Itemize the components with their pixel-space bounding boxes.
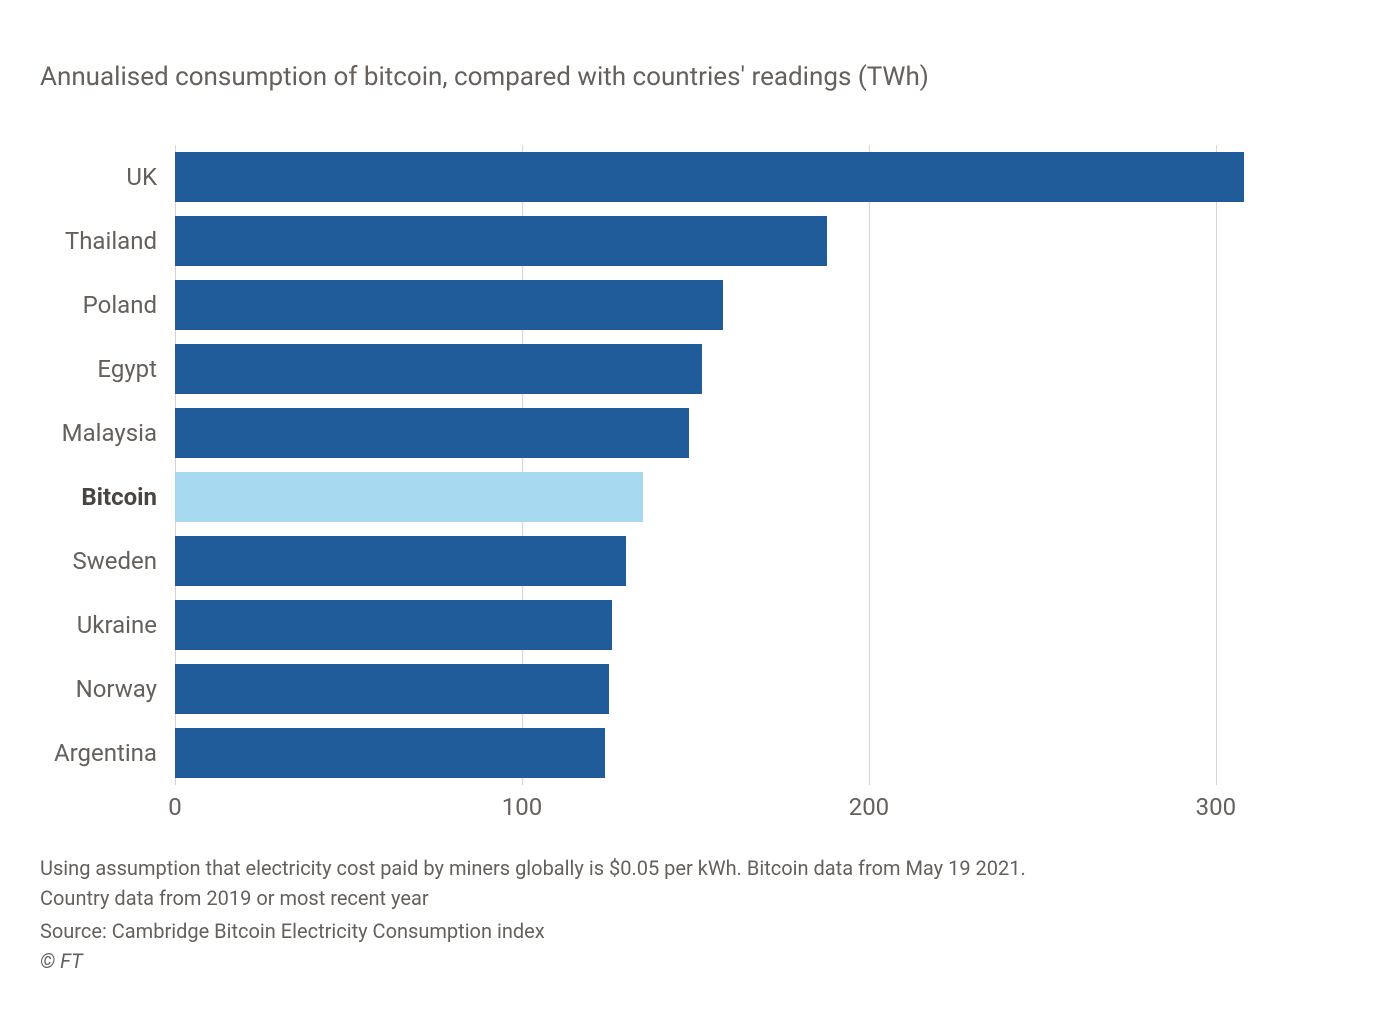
category-label: Argentina bbox=[54, 739, 157, 767]
category-label: Sweden bbox=[72, 547, 157, 575]
bar-row: Poland bbox=[175, 280, 1320, 330]
bar-row: Egypt bbox=[175, 344, 1320, 394]
category-label: UK bbox=[126, 163, 157, 191]
category-label: Bitcoin bbox=[81, 483, 157, 511]
category-label: Egypt bbox=[97, 355, 157, 383]
bar-row: UK bbox=[175, 152, 1320, 202]
bar-row: Sweden bbox=[175, 536, 1320, 586]
x-tick-label: 300 bbox=[1196, 793, 1236, 821]
bar bbox=[175, 280, 723, 330]
chart-source: Source: Cambridge Bitcoin Electricity Co… bbox=[40, 919, 1360, 943]
bar bbox=[175, 216, 827, 266]
bar bbox=[175, 536, 626, 586]
chart-plot-area: UK Thailand Poland Egypt Malaysia Bitcoin Swed… bbox=[175, 145, 1320, 785]
x-tick-label: 0 bbox=[168, 793, 182, 821]
category-label: Norway bbox=[76, 675, 157, 703]
bar bbox=[175, 600, 612, 650]
footnote-line-1: Using assumption that electricity cost p… bbox=[40, 853, 1360, 883]
category-label: Malaysia bbox=[62, 419, 157, 447]
bar bbox=[175, 408, 689, 458]
category-label: Poland bbox=[83, 291, 157, 319]
bar-highlight bbox=[175, 472, 643, 522]
bar bbox=[175, 728, 605, 778]
bar-row: Ukraine bbox=[175, 600, 1320, 650]
bar bbox=[175, 152, 1244, 202]
chart-copyright: © FT bbox=[40, 949, 1360, 973]
bar-row: Bitcoin bbox=[175, 472, 1320, 522]
footnote-line-2: Country data from 2019 or most recent ye… bbox=[40, 883, 1360, 913]
category-label: Ukraine bbox=[77, 611, 157, 639]
bar bbox=[175, 344, 702, 394]
category-label: Thailand bbox=[65, 227, 157, 255]
bar-row: Malaysia bbox=[175, 408, 1320, 458]
chart-subtitle: Annualised consumption of bitcoin, compa… bbox=[40, 60, 1360, 95]
x-tick-label: 200 bbox=[849, 793, 889, 821]
x-axis: 0100200300 bbox=[175, 785, 1320, 825]
bar bbox=[175, 664, 609, 714]
bar-row: Norway bbox=[175, 664, 1320, 714]
chart-footnotes: Using assumption that electricity cost p… bbox=[40, 853, 1360, 913]
bar-row: Thailand bbox=[175, 216, 1320, 266]
bar-row: Argentina bbox=[175, 728, 1320, 778]
chart-container: Annualised consumption of bitcoin, compa… bbox=[0, 0, 1400, 1034]
x-tick-label: 100 bbox=[502, 793, 542, 821]
